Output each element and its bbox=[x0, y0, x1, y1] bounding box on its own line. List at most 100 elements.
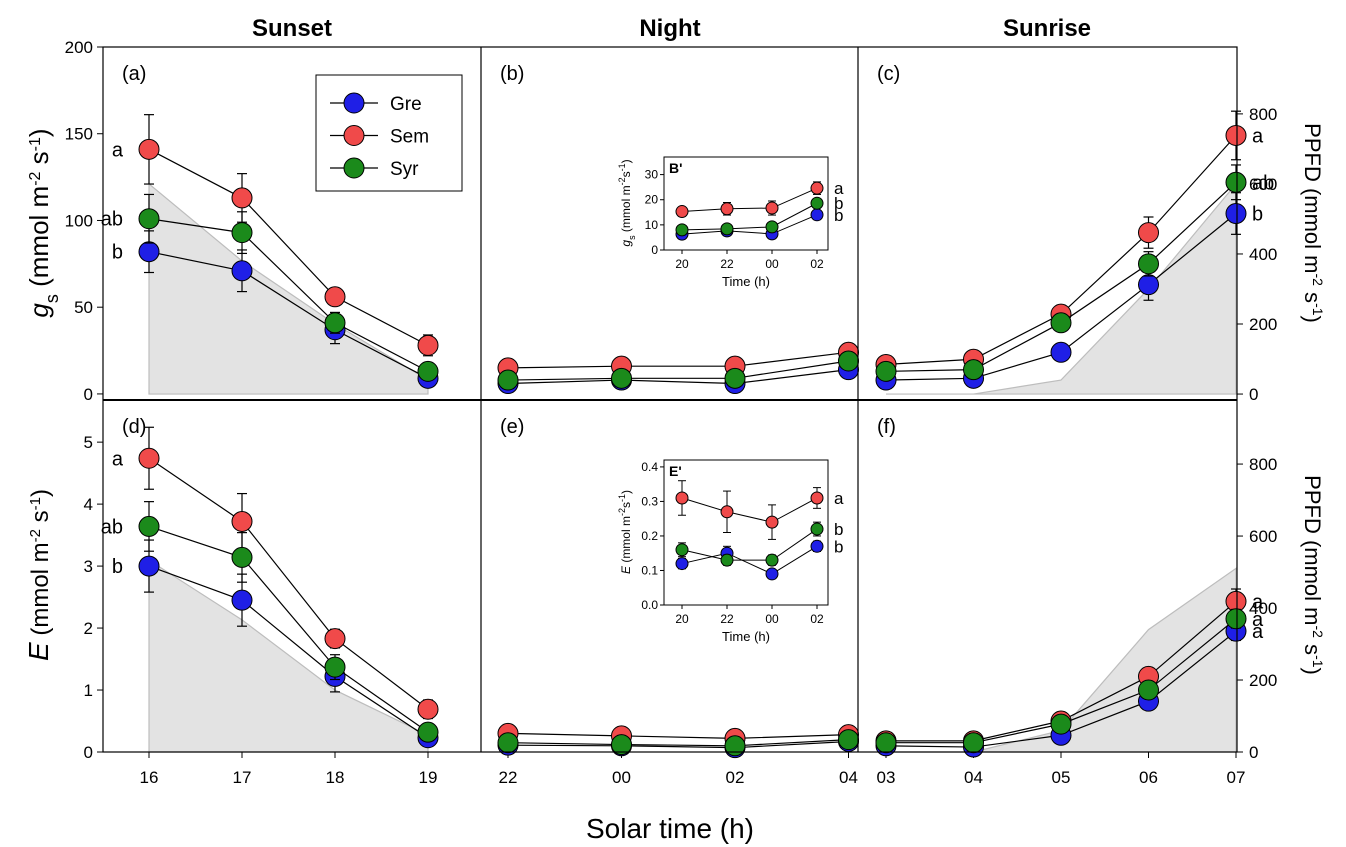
inset-significance-letter: b bbox=[834, 206, 843, 225]
inset-significance-letter: b bbox=[834, 520, 843, 539]
legend-label: Gre bbox=[390, 94, 422, 115]
series-line bbox=[681, 545, 818, 575]
label-part: -2 bbox=[1310, 273, 1326, 286]
marker bbox=[324, 286, 346, 308]
marker bbox=[963, 732, 984, 754]
column-title: Sunset bbox=[252, 15, 332, 42]
label-part: ) bbox=[1300, 316, 1325, 323]
marker bbox=[497, 369, 519, 391]
inset-significance-letter: a bbox=[834, 179, 844, 198]
label-part: s bbox=[619, 171, 633, 177]
marker bbox=[611, 734, 632, 756]
marker bbox=[838, 350, 859, 372]
significance-letter: a bbox=[1252, 591, 1264, 613]
label-part: s bbox=[27, 510, 54, 529]
marker bbox=[675, 223, 689, 237]
ppfd-area bbox=[148, 182, 429, 395]
y2-tick-label: 400 bbox=[1249, 599, 1277, 618]
x-tick-label: 04 bbox=[839, 768, 858, 787]
y-tick-label: 4 bbox=[84, 495, 93, 514]
label-part: PPFD (mmol m bbox=[1300, 123, 1325, 273]
legend-label: Syr bbox=[390, 159, 419, 180]
label-part: -2 bbox=[27, 529, 44, 542]
inset-x-tick-label: 22 bbox=[720, 257, 734, 271]
marker bbox=[611, 367, 632, 389]
x-tick-label: 07 bbox=[1227, 768, 1246, 787]
label-part: -1 bbox=[1310, 655, 1326, 668]
inset-x-label: Time (h) bbox=[722, 629, 770, 644]
y-tick-label: 3 bbox=[84, 557, 93, 576]
y2-axis-label: PPFD (mmol m-2 s-1) bbox=[1300, 475, 1326, 675]
marker bbox=[138, 138, 160, 160]
label-part: g bbox=[24, 303, 54, 318]
y-tick-label: 50 bbox=[74, 298, 93, 317]
marker bbox=[765, 553, 779, 567]
series-line bbox=[681, 497, 818, 523]
marker bbox=[675, 543, 689, 557]
inset-y-tick-label: 20 bbox=[645, 193, 659, 207]
column-title: Night bbox=[639, 15, 700, 42]
marker bbox=[1050, 312, 1072, 334]
marker bbox=[810, 208, 824, 222]
label-part: E bbox=[23, 642, 54, 661]
label-part: g bbox=[619, 240, 633, 247]
marker bbox=[231, 260, 253, 282]
inset-significance-letter: b bbox=[834, 537, 843, 556]
label-part: s bbox=[1300, 638, 1325, 655]
label-part: E bbox=[619, 565, 633, 574]
marker bbox=[1138, 222, 1159, 244]
series-line bbox=[148, 251, 429, 379]
marker bbox=[138, 555, 160, 577]
marker bbox=[417, 360, 439, 382]
series-line bbox=[507, 351, 849, 369]
label-part: (mmol m bbox=[27, 542, 54, 642]
significance-letter: a bbox=[1252, 125, 1264, 147]
marker bbox=[324, 312, 346, 334]
series-line bbox=[681, 214, 818, 235]
y2-tick-label: 800 bbox=[1249, 105, 1277, 124]
inset-x-tick-label: 22 bbox=[720, 612, 734, 626]
y-tick-label: 0 bbox=[84, 743, 93, 762]
marker bbox=[675, 491, 689, 505]
x-tick-label: 19 bbox=[419, 768, 438, 787]
marker bbox=[810, 196, 824, 210]
y-axis-label: gs (mmol m-2 s-1) bbox=[24, 128, 62, 317]
marker bbox=[963, 359, 984, 381]
significance-letter: ab bbox=[1252, 172, 1274, 194]
series-line bbox=[507, 739, 849, 747]
marker bbox=[417, 334, 439, 356]
marker bbox=[810, 522, 824, 536]
y2-tick-label: 600 bbox=[1249, 175, 1277, 194]
inset-frame bbox=[663, 459, 829, 606]
inset-significance-letter: a bbox=[834, 489, 844, 508]
inset-x-tick-label: 02 bbox=[810, 612, 824, 626]
marker bbox=[231, 187, 253, 209]
inset-x-tick-label: 00 bbox=[765, 612, 779, 626]
x-tick-label: 04 bbox=[964, 768, 983, 787]
marker bbox=[875, 732, 897, 754]
label-part: -2 bbox=[617, 508, 627, 516]
marker bbox=[720, 505, 734, 519]
marker bbox=[765, 201, 779, 215]
panel-label: (e) bbox=[500, 416, 524, 438]
x-tick-label: 03 bbox=[877, 768, 896, 787]
label-part: (mmol m bbox=[24, 186, 54, 294]
inset-x-tick-label: 20 bbox=[675, 257, 689, 271]
marker bbox=[765, 515, 779, 529]
label-part: -2 bbox=[27, 171, 44, 185]
y-tick-label: 5 bbox=[84, 433, 93, 452]
series-line bbox=[681, 202, 818, 231]
label-part: -1 bbox=[27, 137, 44, 151]
inset-y-tick-label: 0.0 bbox=[641, 598, 658, 612]
significance-letter: a bbox=[112, 139, 124, 161]
y-tick-label: 200 bbox=[65, 38, 93, 57]
marker bbox=[765, 567, 779, 581]
inset-y-tick-label: 0.1 bbox=[641, 563, 658, 577]
x-tick-label: 00 bbox=[612, 768, 631, 787]
y2-tick-label: 0 bbox=[1249, 385, 1258, 404]
y2-tick-label: 800 bbox=[1249, 455, 1277, 474]
y2-tick-label: 600 bbox=[1249, 527, 1277, 546]
inset-title: E' bbox=[669, 463, 682, 479]
significance-letter: a bbox=[1252, 609, 1264, 631]
